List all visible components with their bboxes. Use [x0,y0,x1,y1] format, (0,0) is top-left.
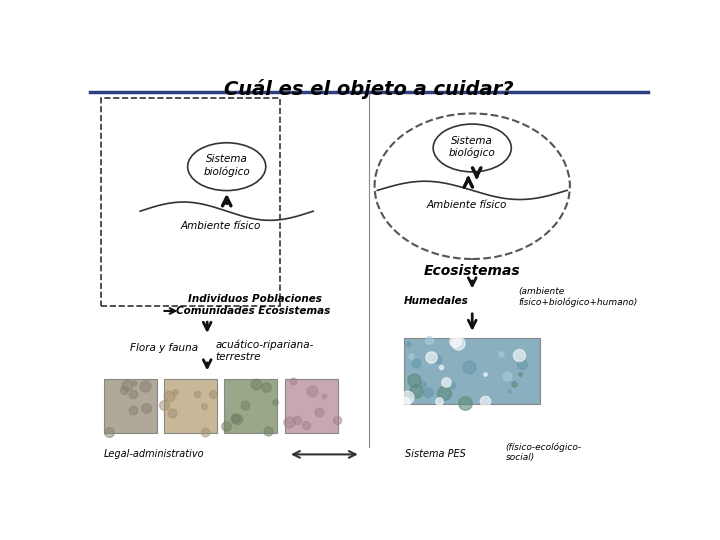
Text: Individuos Poblaciones: Individuos Poblaciones [188,294,322,305]
Text: Sistema
biológico: Sistema biológico [203,154,250,177]
Text: (ambiente
físico+biológico+humano): (ambiente físico+biológico+humano) [518,287,638,307]
Text: Humedales: Humedales [404,296,468,306]
Bar [225,379,277,433]
Text: Legal-administrativo: Legal-administrativo [104,449,204,460]
Bar [104,379,157,433]
Text: Sistema PES: Sistema PES [405,449,466,460]
Text: Ecosistemas: Ecosistemas [424,265,521,279]
Bar [101,98,280,306]
Text: Cuál es el objeto a cuidar?: Cuál es el objeto a cuidar? [224,79,514,99]
Bar [404,338,540,404]
Bar [284,379,338,433]
Text: Sistema
biológico: Sistema biológico [449,136,495,158]
Text: Comunidades Ecosistemas: Comunidades Ecosistemas [176,306,330,316]
Bar [164,379,217,433]
Text: Ambiente físico: Ambiente físico [181,221,261,231]
Text: (físico-ecológico-
social): (físico-ecológico- social) [505,442,582,462]
Text: Ambiente físico: Ambiente físico [426,200,507,211]
Text: Flora y fauna: Flora y fauna [130,343,198,353]
Text: acuático-ripariana-
terrestre: acuático-ripariana- terrestre [215,340,314,361]
